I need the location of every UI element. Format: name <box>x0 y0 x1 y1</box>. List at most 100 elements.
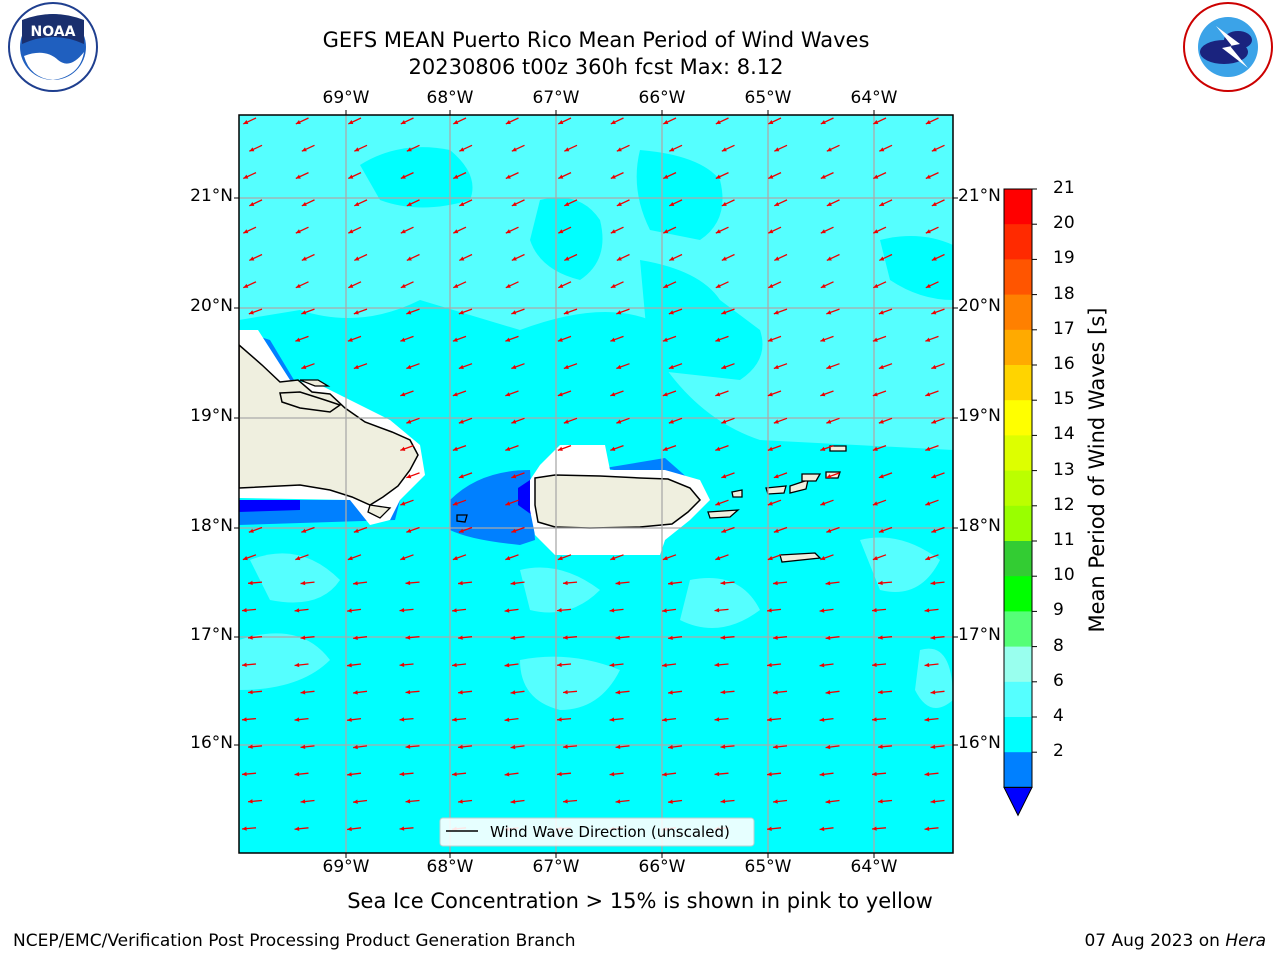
wind-wave-arrow <box>347 554 362 561</box>
colorbar-segment <box>1004 189 1032 225</box>
wind-wave-arrow <box>879 199 893 207</box>
wind-wave-arrow <box>662 554 677 561</box>
wind-wave-arrow <box>609 772 624 777</box>
wind-wave-arrow <box>826 472 840 479</box>
wind-wave-arrow <box>557 390 572 397</box>
wind-wave-arrow <box>871 608 887 613</box>
colorbar-segment <box>1004 470 1032 507</box>
lon-label-top: 68°W <box>426 88 474 108</box>
wind-wave-arrow <box>767 335 782 342</box>
wind-wave-arrow <box>616 144 630 152</box>
wind-wave-arrow <box>247 744 263 749</box>
wind-wave-arrow <box>767 554 782 561</box>
wind-wave-arrow <box>453 281 467 289</box>
wind-wave-arrow <box>714 662 729 667</box>
wind-wave-arrow <box>931 526 945 533</box>
legend-label: Wind Wave Direction (unscaled) <box>490 823 730 841</box>
lon-label-top: 65°W <box>744 88 792 108</box>
wind-wave-arrow <box>452 662 467 668</box>
wind-wave-arrow <box>610 444 624 451</box>
wind-wave-arrow <box>820 499 834 506</box>
lon-label-bottom: 66°W <box>638 857 686 877</box>
wind-wave-arrow <box>406 363 420 370</box>
wind-wave-arrow <box>406 199 420 207</box>
wind-wave-arrow <box>242 554 257 561</box>
wind-wave-arrow <box>767 826 782 831</box>
wind-wave-arrow <box>873 281 887 289</box>
wind-wave-arrow <box>616 363 630 370</box>
wind-wave-arrow <box>452 772 467 777</box>
wind-wave-arrow <box>405 744 420 749</box>
wind-wave-arrow <box>563 308 578 315</box>
wind-wave-arrow <box>774 253 788 262</box>
wind-wave-arrow <box>563 417 578 424</box>
lat-label-right: 16°N <box>958 733 1001 753</box>
wind-wave-arrow <box>458 744 473 750</box>
wind-wave-arrow <box>353 363 368 370</box>
wind-wave-arrow <box>406 472 420 479</box>
colorbar-segment <box>1004 505 1032 542</box>
colorbar-segment <box>1004 294 1032 331</box>
wind-wave-arrow <box>504 772 519 777</box>
wind-wave-arrow <box>663 281 677 289</box>
wind-wave-arrow <box>405 635 420 640</box>
wind-wave-arrow <box>505 335 519 342</box>
colorbar-segment <box>1004 611 1032 648</box>
lat-label-left: 17°N <box>190 625 233 645</box>
wind-wave-arrow <box>300 799 315 804</box>
wind-wave-arrow <box>557 335 572 342</box>
wind-wave-arrow <box>773 690 788 695</box>
chart-subtitle: 20230806 t00z 360h fcst Max: 8.12 <box>408 55 784 79</box>
wind-wave-arrow <box>669 144 683 152</box>
wind-wave-arrow <box>400 172 414 180</box>
credit-host: Hera <box>1225 931 1266 951</box>
wind-wave-arrow <box>511 417 525 424</box>
wind-wave-arrow <box>505 444 519 451</box>
wind-wave-arrow <box>453 226 467 234</box>
wind-wave-arrow <box>720 689 735 695</box>
wind-wave-arrow <box>767 390 782 397</box>
wind-wave-arrow <box>930 799 945 804</box>
wind-wave-arrow <box>773 308 788 315</box>
wind-wave-arrow <box>353 799 368 804</box>
colorbar-tick-label: 20 <box>1053 213 1075 234</box>
wind-wave-arrow <box>247 689 263 695</box>
colorbar-tick-label: 18 <box>1053 283 1075 304</box>
colorbar-segment <box>1004 259 1032 296</box>
wind-wave-arrow <box>925 390 939 397</box>
hispaniola-land <box>239 344 419 506</box>
wind-wave-arrow <box>458 690 473 695</box>
legend: Wind Wave Direction (unscaled) <box>439 817 755 847</box>
colorbar-segment <box>1004 576 1032 612</box>
wind-wave-arrow <box>668 690 683 695</box>
wind-wave-arrow <box>878 363 893 370</box>
wind-wave-arrow <box>930 690 945 695</box>
wind-wave-arrow <box>721 526 735 533</box>
wind-wave-arrow <box>405 580 420 586</box>
wind-wave-arrow <box>563 363 578 370</box>
wind-wave-arrow <box>504 662 519 668</box>
wind-wave-arrow <box>669 253 683 262</box>
wind-wave-arrow <box>825 635 840 641</box>
wind-wave-arrow <box>458 363 473 370</box>
wind-wave-arrow <box>662 662 677 668</box>
wind-wave-arrow <box>715 499 729 506</box>
wind-wave-arrow <box>767 608 782 613</box>
wind-wave-arrow <box>925 172 939 180</box>
colorbar-under-triangle <box>1003 786 1033 817</box>
wind-wave-arrow <box>825 581 840 586</box>
wind-wave-arrow <box>353 635 368 641</box>
wind-wave-arrow <box>510 635 525 641</box>
svg-text:NOAA: NOAA <box>31 24 76 40</box>
wind-wave-arrow <box>459 199 473 207</box>
colorbar-segment <box>1004 365 1032 401</box>
colorbar-tick-label: 14 <box>1053 424 1075 445</box>
wind-wave-arrow <box>616 253 630 262</box>
graticule <box>239 115 953 853</box>
wind-wave-arrow <box>820 335 834 342</box>
wind-wave-arrow <box>353 690 368 695</box>
wind-wave-arrow <box>458 472 473 479</box>
wind-wave-arrow <box>243 281 257 289</box>
wind-wave-arrow <box>452 554 467 561</box>
wind-wave-arrow <box>556 608 572 613</box>
